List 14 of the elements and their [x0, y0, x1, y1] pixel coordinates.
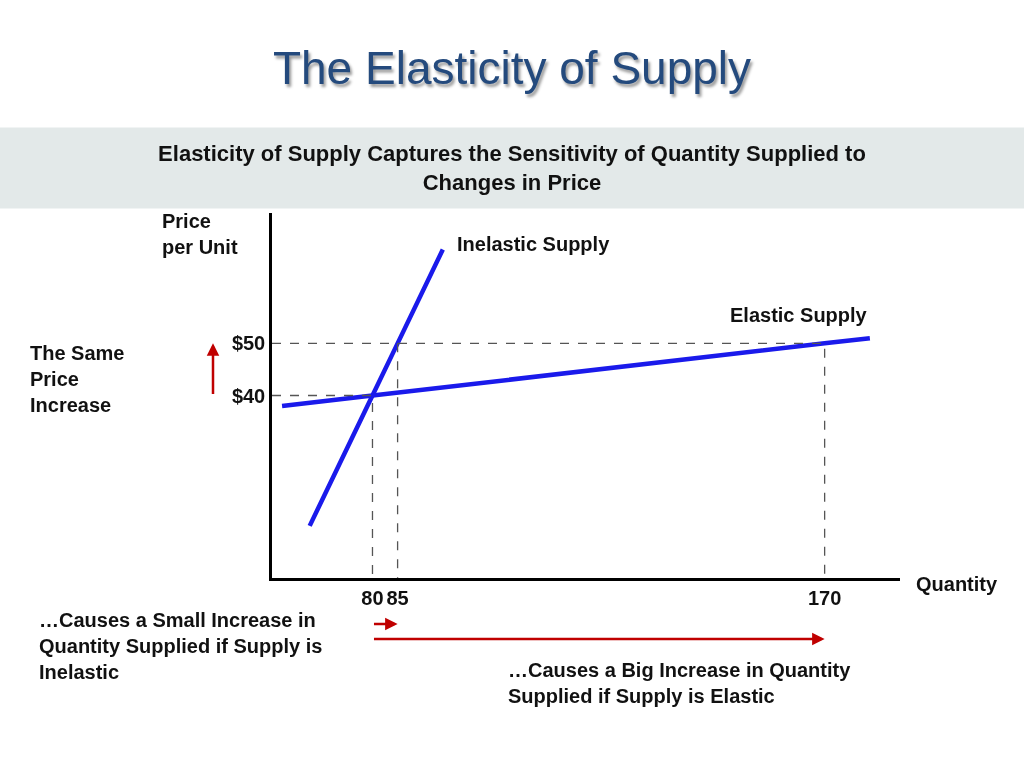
chart-subtitle: Elasticity of Supply Captures the Sensitivity of Quantity Supplied to Changes in Price: [158, 141, 866, 195]
y-axis-title: Price per Unit: [162, 210, 238, 258]
text: The Same Price Increase: [30, 342, 125, 416]
y-tick-label: $40: [231, 384, 266, 407]
x-tick-label: 85: [386, 586, 409, 609]
series-label: Inelastic Supply: [457, 233, 611, 255]
text: …Causes a Big Increase in Quantity Supplied if Supply is Elastic: [508, 659, 852, 707]
x-tick-label: 170: [807, 586, 842, 609]
y-tick-label: $50: [231, 332, 266, 355]
x-axis-title: Quantity: [916, 573, 998, 595]
series-label: Elastic Supply: [730, 304, 868, 326]
x-tick-label: 80: [361, 586, 384, 609]
text: …Causes a Small Increase in Quantity Supplied if Supply is Inelastic: [39, 609, 323, 683]
chart-title: The Elasticity of Supply: [272, 42, 752, 95]
